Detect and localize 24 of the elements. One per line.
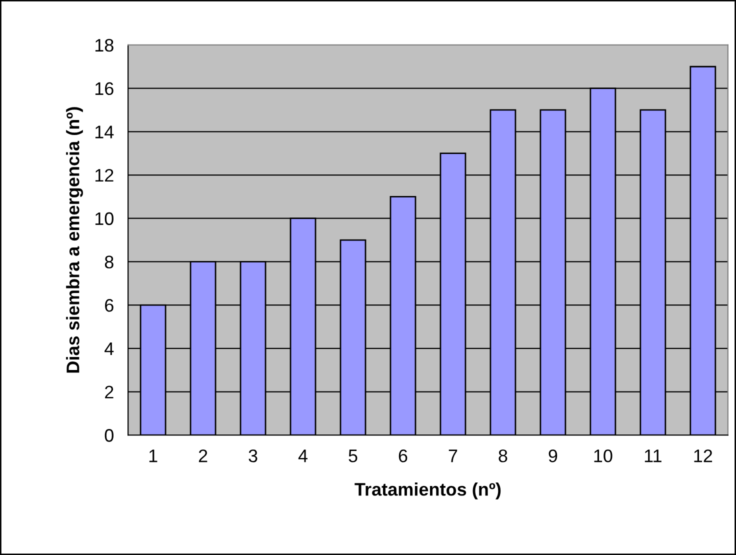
x-axis-title: Tratamientos (nº): [354, 482, 501, 500]
x-tick-label: 4: [298, 450, 308, 462]
x-tick-label: 3: [248, 449, 258, 462]
x-tick-label: 7: [448, 450, 458, 462]
y-axis-title: Dias siembra a emergencia (nº): [66, 107, 83, 373]
y-tick-label: 16: [95, 82, 114, 96]
y-tick-label: 0: [104, 429, 114, 442]
y-tick-label: 2: [105, 386, 114, 398]
x-tick-label: 9: [548, 449, 558, 462]
x-tick-label: 8: [498, 449, 508, 462]
x-tick-label: 5: [348, 450, 358, 462]
x-tick-label: 10: [594, 449, 612, 462]
y-tick-label: 12: [95, 168, 114, 182]
y-tick-label: 4: [104, 342, 114, 355]
x-tick-label: 1: [149, 450, 158, 462]
y-tick-label: 6: [105, 299, 114, 312]
y-tick-label: 10: [95, 212, 114, 226]
y-tick-label: 14: [95, 126, 114, 138]
x-tick-label: 6: [398, 449, 408, 462]
y-tick-label: 8: [104, 256, 114, 268]
x-tick-label: 2: [198, 449, 208, 462]
x-tick-label: 12: [694, 449, 712, 462]
x-tick-label: 11: [644, 450, 662, 462]
y-tick-label: 18: [95, 38, 114, 52]
